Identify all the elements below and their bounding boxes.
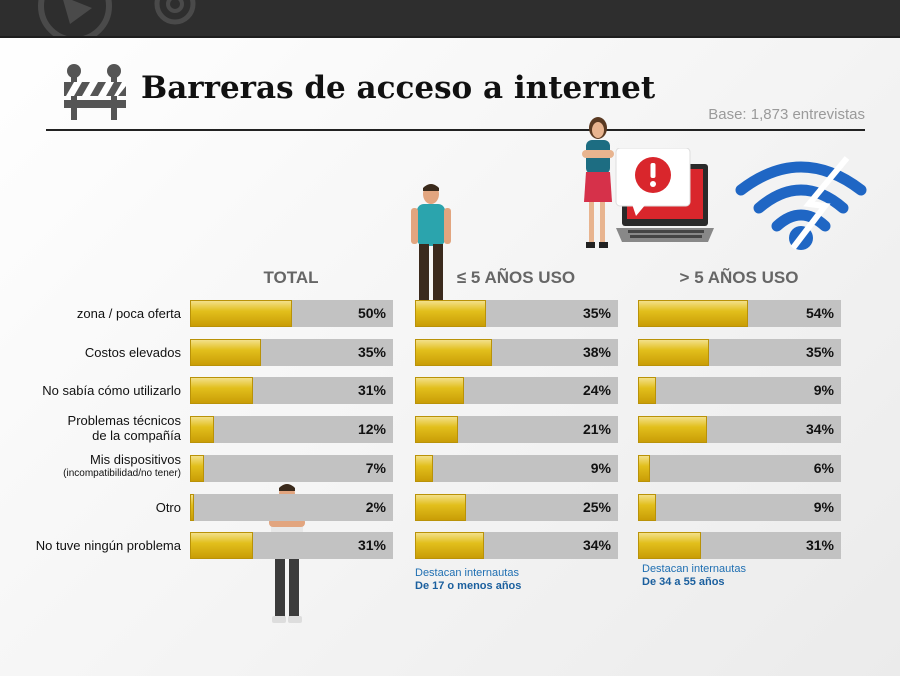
bar-value-label: 54% [805, 305, 834, 321]
bar-value-label: 31% [805, 537, 834, 553]
bar [190, 300, 292, 327]
bar [190, 377, 253, 404]
bar-value-label: 31% [357, 382, 386, 398]
bar-track: 35% [415, 300, 618, 327]
bar-track: 31% [638, 532, 841, 559]
bar-track: 31% [190, 532, 393, 559]
row-label-line: No sabía cómo utilizarlo [42, 383, 181, 398]
bar [638, 455, 651, 482]
bar-value-label: 50% [357, 305, 386, 321]
row-label: Costos elevados [6, 345, 181, 360]
bar-value-label: 9% [590, 460, 611, 476]
note-gt5: Destacan internautas De 34 a 55 años [642, 563, 746, 589]
bar [638, 532, 701, 559]
bar [415, 339, 493, 366]
bar-value-label: 24% [582, 382, 611, 398]
row-label-line: de la compañía [92, 428, 181, 443]
bar-track: 34% [415, 532, 618, 559]
bar-track: 24% [415, 377, 618, 404]
top-banner [0, 0, 900, 43]
row-label-line: Mis dispositivos [89, 452, 181, 467]
row-label: Problemas técnicos de la compañía [6, 413, 181, 443]
bar-track: 9% [415, 455, 618, 482]
bar-track: 25% [415, 494, 618, 521]
bar-track: 12% [190, 416, 393, 443]
note-le5: Destacan internautas De 17 o menos años [415, 567, 521, 593]
barrier-icon [62, 62, 128, 127]
bar [415, 455, 434, 482]
row-label-line: Costos elevados [84, 345, 181, 360]
bar [415, 377, 464, 404]
bar-track: 50% [190, 300, 393, 327]
row-label-line: No tuve ningún problema [35, 538, 181, 553]
page-title: Barreras de acceso a internet [141, 70, 656, 106]
laptop-alert-icon [612, 147, 716, 253]
bar [190, 494, 195, 521]
bar-track: 21% [415, 416, 618, 443]
bar [638, 416, 708, 443]
bar [190, 416, 215, 443]
bar-value-label: 34% [582, 537, 611, 553]
bar-track: 35% [638, 339, 841, 366]
bar-track: 34% [638, 416, 841, 443]
row-label-line: Problemas técnicos [67, 413, 181, 428]
bar [415, 532, 485, 559]
banner-decoration-icon [38, 0, 196, 43]
col-header-gt5: > 5 AÑOS USO [679, 268, 799, 287]
bar-value-label: 9% [813, 382, 834, 398]
base-note: Base: 1,873 entrevistas [708, 106, 865, 123]
bar-track: 38% [415, 339, 618, 366]
wifi-icon [735, 152, 867, 257]
bar [638, 339, 710, 366]
bar [190, 532, 253, 559]
bar-track: 35% [190, 339, 393, 366]
row-label: Mis dispositivos (incompatibilidad/no ten… [6, 452, 181, 480]
bar-track: 31% [190, 377, 393, 404]
note-gt5-line1: Destacan internautas [642, 563, 746, 575]
bar-value-label: 7% [365, 460, 386, 476]
note-gt5-line2: De 34 a 55 años [642, 576, 725, 588]
col-header-total: TOTAL [263, 268, 319, 287]
bar-track: 7% [190, 455, 393, 482]
bar [190, 455, 205, 482]
bar [638, 377, 657, 404]
bar-value-label: 9% [813, 499, 834, 515]
bar-value-label: 38% [582, 344, 611, 360]
bar [638, 494, 657, 521]
row-label-line: Otro [155, 500, 181, 515]
bar [415, 416, 458, 443]
man-illustration-blue [407, 182, 455, 321]
bar [415, 300, 487, 327]
row-label-line: (incompatibilidad/no tener) [63, 468, 181, 479]
bar-track: 6% [638, 455, 841, 482]
row-label: Otro [6, 500, 181, 515]
col-header-le5: ≤ 5 AÑOS USO [456, 268, 576, 287]
bar-value-label: 25% [582, 499, 611, 515]
row-label-line: zona / poca oferta [76, 306, 181, 321]
bar-value-label: 35% [582, 305, 611, 321]
bar [190, 339, 262, 366]
row-label: No tuve ningún problema [6, 538, 181, 553]
bar-value-label: 6% [813, 460, 834, 476]
bar-value-label: 35% [357, 344, 386, 360]
note-le5-line2: De 17 o menos años [415, 580, 522, 592]
note-le5-line1: Destacan internautas [415, 567, 519, 579]
bar-value-label: 2% [365, 499, 386, 515]
woman-illustration [578, 116, 622, 257]
bar-track: 9% [638, 377, 841, 404]
bar-value-label: 21% [582, 421, 611, 437]
bar-value-label: 31% [357, 537, 386, 553]
bar [415, 494, 466, 521]
bar [638, 300, 748, 327]
bar-value-label: 34% [805, 421, 834, 437]
bar-track: 54% [638, 300, 841, 327]
bar-value-label: 12% [357, 421, 386, 437]
bar-value-label: 35% [805, 344, 834, 360]
row-label: No sabía cómo utilizarlo [6, 383, 181, 398]
title-divider [46, 129, 865, 131]
bar-track: 9% [638, 494, 841, 521]
row-label: zona / poca oferta [6, 306, 181, 321]
bar-track: 2% [190, 494, 393, 521]
